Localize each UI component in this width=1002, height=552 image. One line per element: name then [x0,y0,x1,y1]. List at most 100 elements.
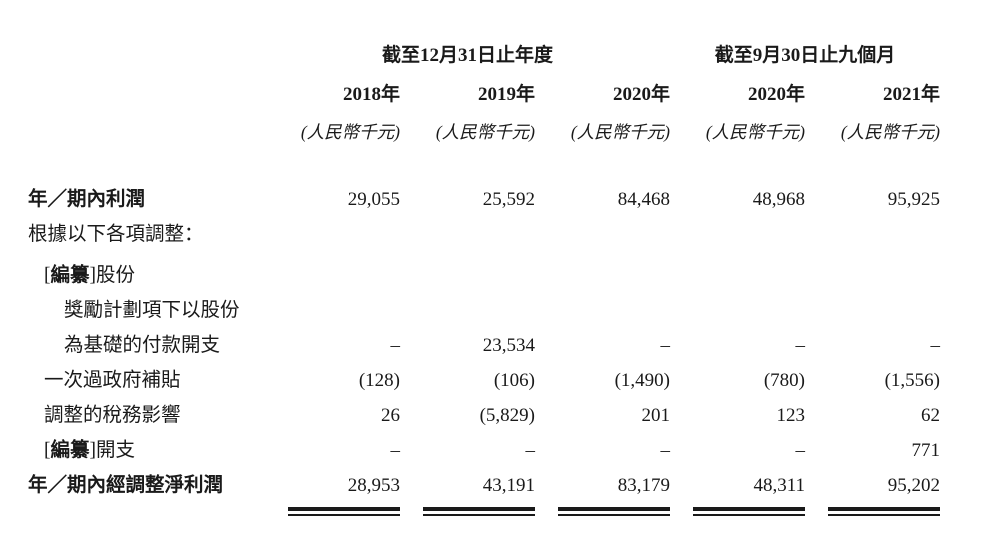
row-label-text: 開支 [96,440,136,461]
row-label: 根據以下各項調整： [28,224,204,245]
total-rule [265,503,400,523]
table-row-profit: 年／期內利潤 29,055 25,592 84,468 48,968 95,92… [0,182,1002,217]
row-label: 年／期內經調整淨利潤 [28,475,224,496]
total-rule [400,503,535,523]
value-cell: 771 [911,440,941,461]
table-row-government-grants: 一次過政府補貼 (128) (106) (1,490) (780) (1,556… [0,363,1002,398]
year-header-2020: 2020年 [612,84,670,105]
value-cell: (780) [763,370,805,391]
year-header-2019: 2019年 [477,84,535,105]
value-cell [265,217,400,252]
double-underline [693,507,805,516]
value-cell: 28,953 [347,475,400,496]
value-cell: 62 [921,405,940,426]
unit-label: (人民幣千元) [300,122,400,142]
value-cell: 95,925 [887,189,940,210]
table-row-share-based-line2: 為基礎的付款開支 – 23,534 – – – [0,328,1002,363]
value-cell: (128) [358,370,400,391]
total-rule [805,503,940,523]
table-row-adjusted-net-profit: 年／期內經調整淨利潤 28,953 43,191 83,179 48,311 9… [0,468,1002,503]
unit-label: (人民幣千元) [705,122,805,142]
spacer-cell [0,114,265,150]
value-cell: – [930,335,941,356]
redacted-tag: 編纂 [50,440,90,461]
bracket-open: [ [44,265,51,286]
value-cell [265,258,400,293]
value-cell: (106) [493,370,535,391]
year-header-2020-9m: 2020年 [747,84,805,105]
row-label: 調整的稅務影響 [44,405,181,426]
value-cell: 25,592 [482,189,535,210]
total-rule [670,503,805,523]
unit-header-row: (人民幣千元) (人民幣千元) (人民幣千元) (人民幣千元) (人民幣千元) [0,114,1002,150]
row-label: 年／期內利潤 [28,189,146,210]
value-cell [805,293,940,328]
row-label: 為基礎的付款開支 [64,335,221,356]
table-row-share-based-line1: 獎勵計劃項下以股份 [0,293,1002,328]
value-cell: – [795,335,806,356]
table-row-tax-effect: 調整的稅務影響 26 (5,829) 201 123 62 [0,398,1002,433]
redacted-tag: 編纂 [50,265,90,286]
value-cell [670,293,805,328]
spacer-cell [0,36,265,76]
value-cell [535,258,670,293]
column-group-header-row: 截至12月31日止年度 截至9月30日止九個月 [0,36,1002,76]
table-row-redacted-shares: [編纂]股份 [0,258,1002,293]
table-body: 年／期內利潤 29,055 25,592 84,468 48,968 95,92… [0,182,1002,523]
value-cell: 83,179 [617,475,670,496]
unit-label: (人民幣千元) [840,122,940,142]
value-cell [670,217,805,252]
value-cell: 43,191 [482,475,535,496]
value-cell: – [390,440,401,461]
column-group-nine-months-sep30: 截至9月30日止九個月 [714,45,896,66]
value-cell: – [525,440,536,461]
value-cell: 95,202 [887,475,940,496]
value-cell: 29,055 [347,189,400,210]
value-cell: 23,534 [482,335,535,356]
value-cell [805,217,940,252]
value-cell: (1,556) [884,370,940,391]
value-cell: 48,968 [752,189,805,210]
double-underline [288,507,400,516]
row-label: 一次過政府補貼 [44,370,181,391]
table-row-adjustments-heading: 根據以下各項調整： [0,217,1002,252]
row-label: [編纂]開支 [0,433,265,468]
value-cell [535,217,670,252]
row-label: 獎勵計劃項下以股份 [64,300,240,321]
year-header-row: 2018年 2019年 2020年 2020年 2021年 [0,76,1002,114]
value-cell [400,293,535,328]
value-cell: – [390,335,401,356]
value-cell: – [660,335,671,356]
double-underline [558,507,670,516]
column-group-year-ended-dec31: 截至12月31日止年度 [381,45,553,66]
spacer-cell [0,503,265,523]
bracket-close: ] [89,440,97,461]
value-cell: 123 [776,405,806,426]
table-row-redacted-expenses: [編纂]開支 – – – – 771 [0,433,1002,468]
total-underline-row [0,503,1002,523]
value-cell: 26 [381,405,400,426]
value-cell [265,293,400,328]
row-label-text: 股份 [96,265,136,286]
value-cell: 84,468 [617,189,670,210]
value-cell [805,258,940,293]
row-label: [編纂]股份 [0,258,265,293]
double-underline [828,507,940,516]
value-cell [535,293,670,328]
year-header-2021: 2021年 [882,84,940,105]
value-cell: (1,490) [614,370,670,391]
value-cell: – [660,440,671,461]
value-cell [400,258,535,293]
value-cell: 48,311 [753,475,805,496]
value-cell: (5,829) [479,405,535,426]
unit-label: (人民幣千元) [570,122,670,142]
spacer-cell [0,76,265,114]
total-rule [535,503,670,523]
year-header-2018: 2018年 [342,84,400,105]
value-cell [670,258,805,293]
unit-label: (人民幣千元) [435,122,535,142]
value-cell: 201 [641,405,671,426]
value-cell: – [795,440,806,461]
bracket-open: [ [44,440,51,461]
